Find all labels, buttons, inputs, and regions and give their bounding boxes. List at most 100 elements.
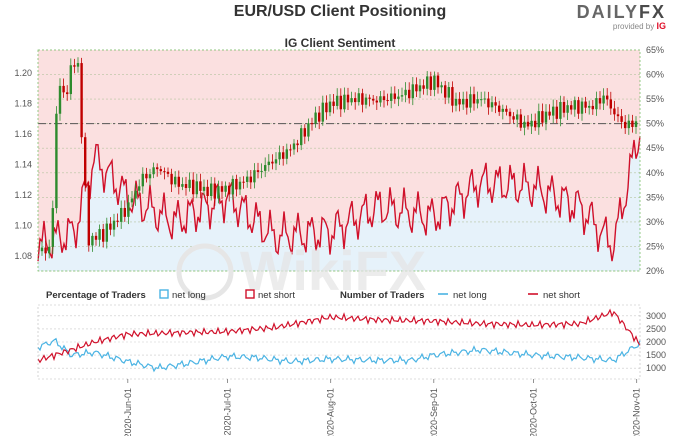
candle-body bbox=[566, 105, 569, 113]
candle-body bbox=[206, 186, 209, 197]
candle-body bbox=[264, 165, 267, 171]
candle-body bbox=[170, 173, 173, 185]
candle-body bbox=[80, 63, 83, 138]
legend-right-title: Number of Traders bbox=[340, 290, 424, 301]
candle-body bbox=[627, 120, 630, 129]
candle-body bbox=[418, 85, 422, 92]
candle-body bbox=[192, 179, 195, 195]
candle-body bbox=[350, 98, 353, 103]
logo-fx: FX bbox=[638, 2, 666, 22]
candle-body bbox=[310, 123, 314, 125]
y-right-tick-label: 25% bbox=[646, 241, 664, 251]
candle-body bbox=[102, 229, 105, 242]
candle-body bbox=[393, 93, 396, 99]
candle-body bbox=[483, 98, 486, 100]
candle-body bbox=[292, 143, 296, 150]
dailyfx-logo: DAILYFX provided by IG bbox=[577, 2, 666, 31]
candle-body bbox=[87, 185, 90, 246]
candle-body bbox=[123, 207, 126, 217]
candle-body bbox=[328, 101, 332, 113]
candle-body bbox=[444, 85, 447, 98]
y-right-tick-label: 30% bbox=[646, 217, 664, 227]
y-right-tick-label: 40% bbox=[646, 168, 664, 178]
candle-body bbox=[609, 99, 612, 109]
candle-body bbox=[256, 170, 260, 172]
candle-body bbox=[613, 108, 616, 115]
candle-body bbox=[616, 114, 620, 117]
sentiment-line bbox=[37, 136, 641, 262]
x-axis: 2020-Jun-01 2020-Jul-01 2020-Aug-01 2020-Se… bbox=[123, 379, 642, 436]
legend-net-short-swatch bbox=[245, 289, 255, 299]
candle-body bbox=[555, 106, 558, 119]
candle-body bbox=[235, 178, 238, 190]
candle-body bbox=[458, 98, 461, 105]
x-tick-label: 2020-Sep-01 bbox=[429, 388, 439, 436]
candle-body bbox=[397, 96, 400, 99]
candle-body bbox=[267, 161, 270, 166]
candle-body bbox=[188, 179, 191, 188]
candle-body bbox=[242, 181, 245, 183]
bottom-y-tick-label: 3000 bbox=[646, 311, 666, 321]
candle-body bbox=[159, 169, 162, 172]
candle-body bbox=[559, 101, 562, 119]
bottom-y-tick-label: 2000 bbox=[646, 337, 666, 347]
candle-body bbox=[249, 176, 252, 183]
candle-body bbox=[494, 102, 497, 106]
candle-body bbox=[624, 121, 627, 129]
candle-body bbox=[537, 111, 540, 128]
candle-body bbox=[231, 178, 234, 195]
candle-body bbox=[631, 120, 634, 127]
candle-body bbox=[285, 149, 288, 159]
candle-body bbox=[372, 98, 375, 101]
candle-body bbox=[408, 89, 411, 99]
candle-body bbox=[44, 247, 47, 254]
y-left-tick-label: 1.20 bbox=[14, 68, 32, 78]
candle-body bbox=[573, 100, 576, 110]
candle-body bbox=[339, 95, 342, 110]
candle-body bbox=[69, 65, 72, 95]
candle-body bbox=[220, 186, 224, 192]
candle-body bbox=[595, 98, 598, 110]
candle-body bbox=[166, 171, 170, 174]
candle-body bbox=[429, 76, 432, 90]
candle-body bbox=[562, 101, 566, 113]
candle-body bbox=[321, 102, 324, 122]
candle-body bbox=[400, 95, 404, 97]
candle-body bbox=[116, 220, 119, 222]
candle-body bbox=[390, 93, 393, 101]
candle-body bbox=[177, 176, 180, 187]
chart-subtitle: IG Client Sentiment bbox=[284, 36, 396, 50]
candle-body bbox=[141, 173, 144, 187]
candle-body bbox=[138, 186, 141, 191]
x-tick-label: 2020-Aug-01 bbox=[326, 388, 336, 436]
candle-body bbox=[368, 97, 371, 99]
main-panel: 20% 25% 30% 35% 40% 45% 50% 55% 60% 65% 1.08 1.10 1.… bbox=[14, 45, 664, 276]
x-tick-label: 2020-Nov-01 bbox=[632, 388, 642, 436]
candle-body bbox=[364, 97, 368, 105]
candle-body bbox=[296, 143, 299, 146]
candle-body bbox=[440, 85, 443, 88]
candle-body bbox=[271, 161, 274, 164]
candle-body bbox=[51, 208, 54, 247]
legend-left-title: Percentage of Traders bbox=[46, 290, 146, 301]
candle-body bbox=[480, 99, 483, 101]
candle-body bbox=[598, 98, 602, 104]
main-panel-border bbox=[37, 49, 641, 272]
candle-body bbox=[210, 183, 213, 197]
bottom-panel-border bbox=[37, 304, 641, 380]
bottom-y-tick-label: 1500 bbox=[646, 350, 666, 360]
candle-body bbox=[469, 94, 472, 108]
logo-brand: DAILYFX bbox=[577, 2, 666, 23]
candle-body bbox=[447, 87, 450, 98]
candle-body bbox=[512, 116, 515, 120]
candle-body bbox=[184, 184, 188, 188]
candle-body bbox=[148, 174, 152, 179]
candle-body bbox=[516, 114, 519, 120]
candle-body bbox=[289, 149, 292, 151]
candle-body bbox=[584, 101, 587, 108]
candle-body bbox=[462, 98, 465, 105]
y-right-tick-label: 60% bbox=[646, 70, 664, 80]
count-net-short-line bbox=[37, 308, 641, 364]
candle-body bbox=[411, 84, 414, 99]
legend-count-long-label: net long bbox=[453, 290, 487, 301]
